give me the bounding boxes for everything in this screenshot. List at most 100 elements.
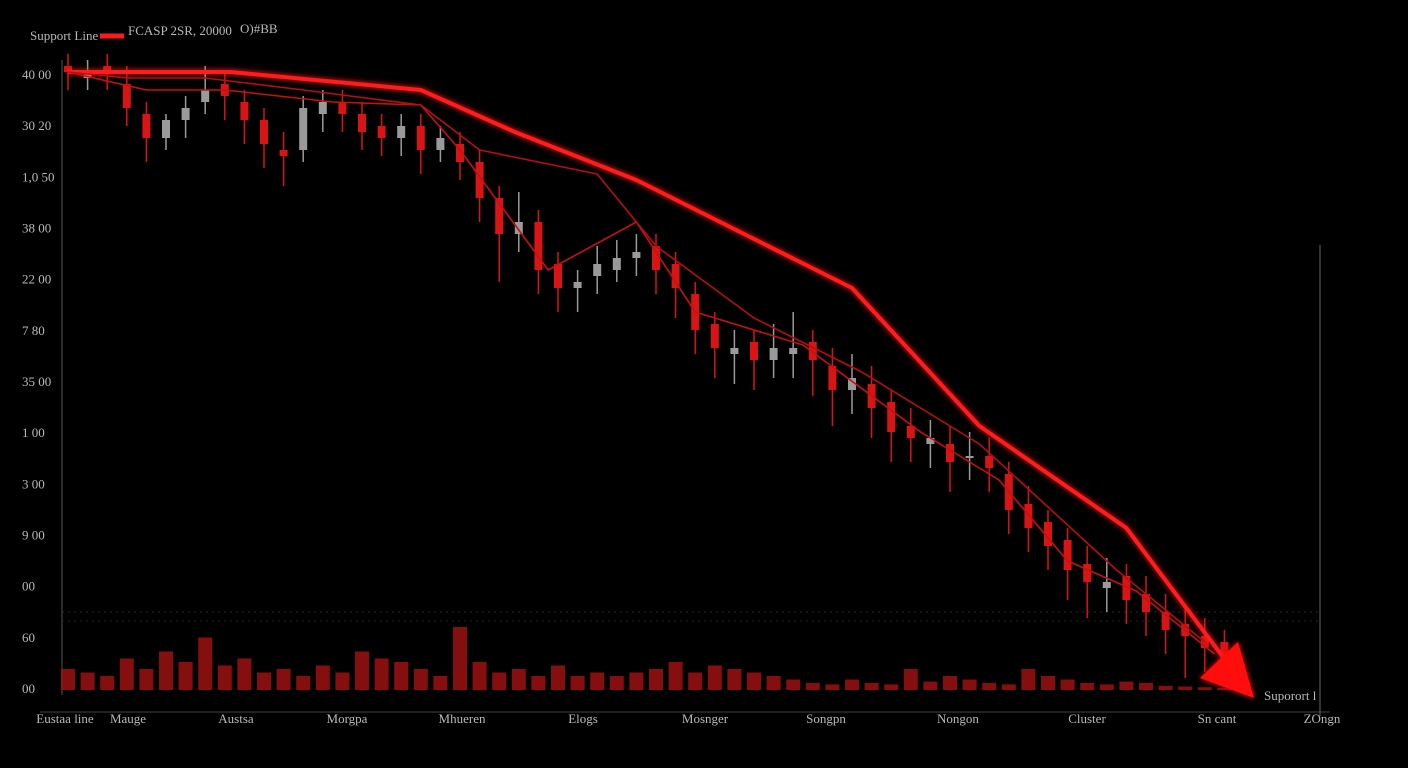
- candle-body: [1063, 540, 1072, 570]
- volume-bar: [570, 676, 585, 690]
- volume-bar: [1217, 687, 1232, 690]
- candle-body: [181, 108, 190, 120]
- y-tick-label: 9 00: [22, 527, 45, 542]
- candle-body: [534, 222, 543, 270]
- volume-bar: [727, 669, 742, 690]
- candle-body: [612, 258, 621, 270]
- volume-bar: [551, 665, 565, 690]
- volume-bar: [257, 672, 271, 690]
- candle-body: [750, 342, 758, 360]
- volume-bar: [1021, 669, 1036, 690]
- y-tick-label: 3 00: [22, 476, 45, 491]
- candle-body: [926, 438, 935, 444]
- volume-bar: [217, 665, 232, 690]
- volume-bar: [198, 637, 213, 690]
- candle-body: [1102, 582, 1111, 588]
- x-tick-label: Sn cant: [1198, 711, 1237, 726]
- trend-arrow: [1200, 642, 1254, 698]
- volume-bar: [1158, 685, 1173, 690]
- candle-body: [397, 126, 406, 138]
- x-tick-label: Austsa: [218, 711, 254, 726]
- volume-bar: [903, 669, 918, 690]
- candle-body: [416, 126, 425, 150]
- volume-bar: [1001, 684, 1016, 690]
- candle-body: [1122, 576, 1131, 600]
- candle-body: [554, 264, 562, 288]
- volume-bar: [864, 683, 879, 690]
- candle-body: [652, 246, 660, 270]
- volume-bar: [962, 679, 977, 690]
- volume-bar: [707, 665, 722, 690]
- volume-bar: [139, 669, 154, 690]
- candle-body: [142, 114, 151, 138]
- volume-bar: [590, 672, 605, 690]
- candle-body: [377, 126, 386, 138]
- x-tick-label: Nongon: [937, 711, 979, 726]
- candle-body: [1044, 522, 1052, 546]
- candle-body: [1083, 564, 1092, 582]
- volume-bar: [80, 672, 95, 690]
- volume-bar: [511, 669, 526, 690]
- volume-bar: [884, 684, 899, 690]
- candle-body: [475, 162, 484, 198]
- volume-bar: [629, 672, 644, 690]
- volume-bar: [1099, 684, 1114, 690]
- x-tick-label: Elogs: [568, 711, 598, 726]
- y-tick-label: 00: [22, 579, 35, 594]
- volume-bar: [472, 662, 487, 690]
- legend-label: Support Line: [30, 28, 98, 43]
- x-tick-label: Mauge: [110, 711, 146, 726]
- candle-body: [730, 348, 739, 354]
- volume-bar: [433, 676, 448, 690]
- volume-bar: [923, 681, 938, 690]
- y-tick-label: 1 00: [22, 425, 45, 440]
- y-tick-label: 35 00: [22, 374, 51, 389]
- volume-bar: [1080, 683, 1095, 690]
- candle-body: [240, 102, 249, 120]
- header-extra: O)#BB: [240, 21, 278, 36]
- volume-bar: [492, 672, 507, 690]
- volume-bar: [1197, 687, 1212, 690]
- candle-body: [299, 108, 308, 150]
- candle-body: [279, 150, 288, 156]
- y-tick-label: 00: [22, 681, 35, 696]
- candle-body: [887, 402, 896, 432]
- candle-body: [122, 84, 131, 108]
- candle-body: [514, 222, 523, 234]
- volume-bar: [315, 665, 330, 690]
- candle-body: [83, 72, 92, 78]
- y-tick-label: 38 00: [22, 220, 51, 235]
- candle-body: [456, 144, 464, 162]
- candle-body: [808, 342, 817, 360]
- volume-bar: [786, 679, 801, 690]
- candle-body: [103, 66, 112, 72]
- candle-body: [358, 114, 366, 132]
- candle-body: [769, 348, 778, 360]
- volume-bar: [531, 676, 546, 690]
- y-tick-label: 7 80: [22, 323, 45, 338]
- header-text: FCASP 2SR, 20000: [128, 23, 232, 38]
- volume-bar: [1178, 686, 1193, 690]
- candle-body: [436, 138, 445, 150]
- candle-body: [965, 456, 974, 458]
- y-tick-label: 40 00: [22, 67, 51, 82]
- candle-body: [260, 120, 268, 144]
- volume-bar: [982, 683, 997, 690]
- volume-bar: [1119, 681, 1134, 690]
- trend-line: [68, 70, 1236, 674]
- x-tick-label: Songpn: [806, 711, 846, 726]
- volume-bar: [825, 684, 840, 690]
- y-tick-label: 60: [22, 630, 35, 645]
- candle-body: [906, 426, 915, 438]
- volume-bar: [61, 669, 75, 690]
- line-layer: [67, 70, 1236, 674]
- volume-bar: [119, 658, 134, 690]
- candle-body: [848, 378, 856, 390]
- candle-body: [64, 66, 72, 72]
- candle-body: [1161, 612, 1170, 630]
- volume-bar: [178, 662, 193, 690]
- volume-bar: [1041, 676, 1055, 690]
- x-tick-label: Mhueren: [439, 711, 486, 726]
- candle-body: [985, 456, 994, 468]
